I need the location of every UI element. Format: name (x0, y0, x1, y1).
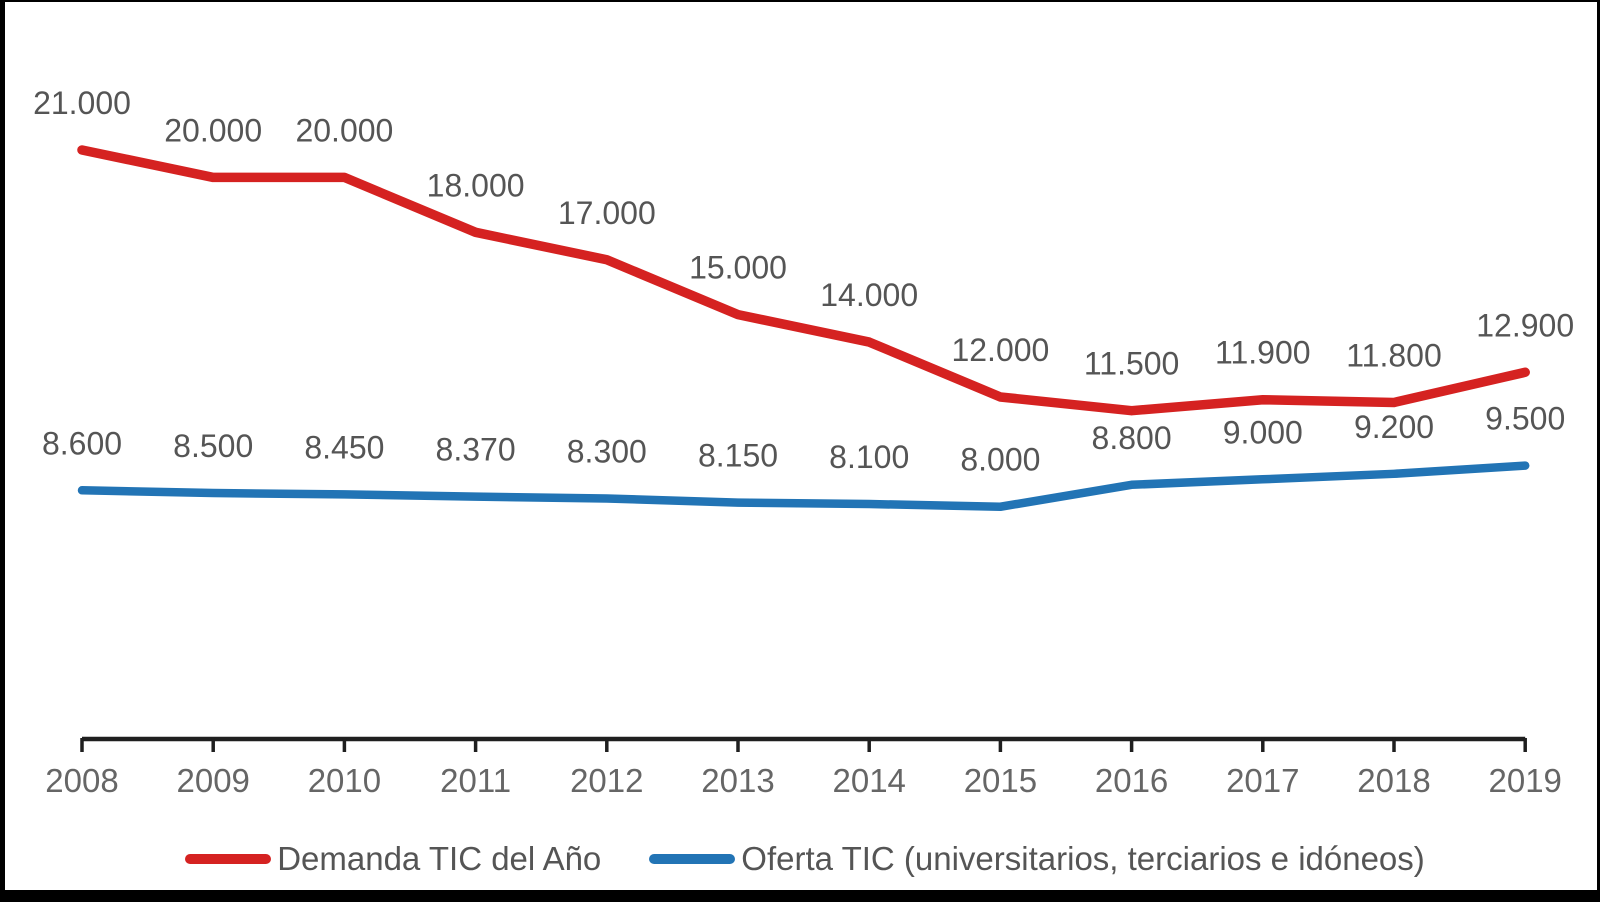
demanda-point-label: 18.000 (427, 167, 525, 203)
oferta-point-label: 8.800 (1092, 420, 1172, 456)
chart-legend: Demanda TIC del Año Oferta TIC (universi… (5, 835, 1600, 883)
oferta-point-label: 9.000 (1223, 414, 1303, 450)
x-axis-label: 2012 (570, 762, 643, 799)
x-axis-label: 2008 (45, 762, 118, 799)
legend-label-demanda: Demanda TIC del Año (277, 840, 602, 877)
demanda-series-line (77, 145, 1530, 416)
oferta-point-label: 8.300 (567, 434, 647, 470)
oferta-point-label: 8.500 (173, 428, 253, 464)
demanda-point-label: 11.900 (1215, 335, 1311, 371)
x-axis-label: 2015 (964, 762, 1037, 799)
x-axis-label: 2010 (308, 762, 381, 799)
demanda-point-label: 17.000 (558, 195, 656, 231)
legend-label-oferta: Oferta TIC (universitarios, terciarios e… (741, 840, 1425, 877)
demanda-point-label: 11.500 (1084, 346, 1180, 382)
x-axis-label: 2011 (440, 762, 511, 799)
legend-item-demanda: Demanda TIC del Año (185, 840, 601, 878)
oferta-series-swatch (649, 854, 736, 864)
oferta-point-label: 8.370 (436, 432, 516, 468)
x-axis-label: 2014 (832, 762, 905, 799)
demanda-point-label: 20.000 (164, 112, 262, 148)
oferta-point-label: 9.500 (1485, 401, 1565, 437)
demanda-point-label: 20.000 (295, 112, 393, 148)
x-axis-label: 2017 (1226, 762, 1299, 799)
legend-item-oferta: Oferta TIC (universitarios, terciarios e… (649, 840, 1425, 878)
oferta-point-label: 8.100 (829, 439, 909, 475)
chart-background: 2008 2009 2010 2011 2012 2013 2014 2015 2016 2017… (5, 2, 1597, 890)
demanda-point-label: 21.000 (33, 85, 131, 121)
demanda-point-label: 12.900 (1476, 307, 1574, 343)
x-axis-label: 2013 (701, 762, 774, 799)
oferta-series-line (77, 461, 1530, 511)
oferta-point-label: 8.150 (698, 438, 778, 474)
demanda-point-label: 12.000 (951, 332, 1049, 368)
x-axis-label: 2016 (1095, 762, 1168, 799)
demanda-series-swatch (185, 854, 272, 864)
oferta-point-label: 9.200 (1354, 409, 1434, 445)
demanda-point-label: 14.000 (820, 277, 918, 313)
oferta-point-label: 8.600 (42, 425, 122, 461)
demanda-point-label: 15.000 (689, 250, 787, 286)
line-chart: 2008 2009 2010 2011 2012 2013 2014 2015 2016 2017… (33, 85, 1574, 799)
oferta-point-label: 8.000 (960, 442, 1040, 478)
oferta-point-label: 8.450 (304, 429, 384, 465)
demanda-point-label: 11.800 (1346, 337, 1442, 373)
x-axis-label: 2009 (176, 762, 249, 799)
x-axis-label: 2018 (1357, 762, 1430, 799)
x-axis-label: 2019 (1488, 762, 1561, 799)
